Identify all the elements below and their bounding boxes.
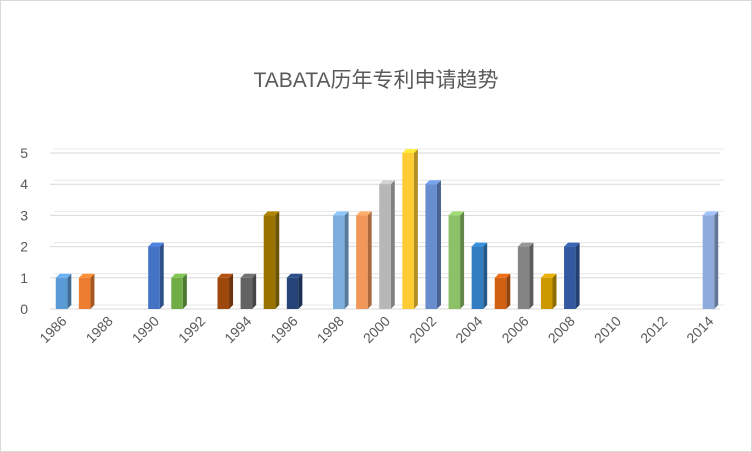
y-axis-tick-labels: 0 1 2 3 4 5 <box>20 145 28 317</box>
x-tick-label: 2004 <box>452 313 485 346</box>
x-tick-label: 2000 <box>360 313 393 346</box>
y-tick-label: 5 <box>20 145 28 161</box>
x-tick-label: 2002 <box>406 313 439 346</box>
x-tick-label: 2006 <box>498 313 531 346</box>
bar-2001 <box>402 149 418 309</box>
bar-2002 <box>425 180 441 309</box>
x-tick-label: 2014 <box>683 313 716 346</box>
x-tick-label: 2008 <box>545 313 578 346</box>
bar-2005 <box>494 273 511 309</box>
y-tick-label: 4 <box>20 176 28 192</box>
x-axis-tick-labels: 1986 1988 1990 1992 1994 1996 1998 2000 2002 2004… <box>36 313 716 346</box>
bar-2014 <box>702 211 719 309</box>
y-tick-label: 1 <box>20 270 28 286</box>
bar-1994 <box>240 273 257 309</box>
x-tick-label: 2010 <box>591 313 624 346</box>
bar-1999 <box>356 211 372 309</box>
y-tick-label: 2 <box>20 239 28 255</box>
y-tick-label: 3 <box>20 207 28 223</box>
x-tick-label: 2012 <box>637 313 670 346</box>
bar-1993 <box>217 273 234 309</box>
x-tick-label: 1994 <box>221 313 254 346</box>
bar-1991 <box>171 273 187 309</box>
bar-1986 <box>55 273 72 309</box>
x-tick-label: 1998 <box>314 313 347 346</box>
x-tick-label: 1988 <box>83 313 116 346</box>
y-tick-label: 0 <box>20 301 28 317</box>
bar-1995 <box>263 211 280 309</box>
bar-1998 <box>333 211 349 309</box>
x-tick-label: 1986 <box>36 313 69 346</box>
bar-2007 <box>540 273 557 309</box>
bar-2008 <box>564 242 580 309</box>
x-tick-label: 1990 <box>129 313 162 346</box>
bar-1996 <box>286 273 303 309</box>
x-tick-label: 1996 <box>267 313 300 346</box>
bar-1987 <box>78 273 95 309</box>
bar-2006 <box>517 242 534 309</box>
x-tick-label: 1992 <box>175 313 208 346</box>
bar-2003 <box>448 211 465 309</box>
bar-2000 <box>379 180 395 309</box>
bars <box>55 149 719 309</box>
bar-1990 <box>148 242 164 309</box>
bar-2004 <box>471 242 488 309</box>
chart-title: TABATA历年专利申请趋势 <box>253 69 499 92</box>
